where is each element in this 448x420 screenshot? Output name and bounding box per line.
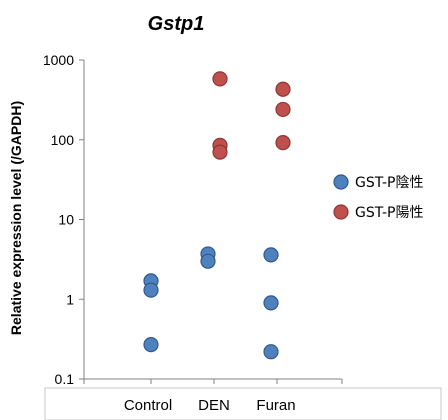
category-label-den: DEN	[198, 397, 230, 414]
y-tick-label: 1000	[43, 52, 74, 68]
y-tick-label: 0.1	[55, 371, 75, 387]
data-point-series-2	[212, 71, 228, 87]
data-point-series-2	[212, 144, 228, 160]
data-point-series-1	[263, 295, 279, 311]
category-label-box	[44, 387, 442, 420]
legend-label-2: GST-P陽性	[355, 205, 424, 221]
data-point-series-1	[200, 253, 216, 269]
axes	[83, 60, 342, 380]
x-categories: Control DEN Furan	[83, 379, 343, 414]
data-point-series-1	[143, 336, 159, 353]
y-tick-label: 10	[58, 212, 74, 228]
category-label-furan: Furan	[256, 397, 295, 414]
y-tick-label: 1	[66, 291, 74, 307]
data-point-series-2	[275, 135, 291, 151]
data-point-series-2	[275, 101, 291, 118]
legend-marker-1	[333, 174, 349, 190]
data-point-series-2	[275, 81, 291, 97]
chart-title: Gstp1	[148, 13, 205, 35]
data-point-series-1	[263, 344, 279, 360]
data-points	[143, 71, 291, 360]
category-label-control: Control	[124, 397, 172, 414]
data-point-series-1	[143, 282, 159, 298]
data-point-series-1	[263, 247, 279, 263]
legend-label-1: GST-P陰性	[355, 175, 424, 191]
y-ticks: 0.1 1 10 100 1000	[43, 52, 84, 387]
legend: GST-P陰性 GST-P陽性	[333, 174, 424, 221]
y-axis-label: Relative expression level (/GAPDH)	[8, 101, 24, 335]
legend-marker-2	[333, 204, 349, 220]
y-tick-label: 100	[51, 132, 75, 148]
